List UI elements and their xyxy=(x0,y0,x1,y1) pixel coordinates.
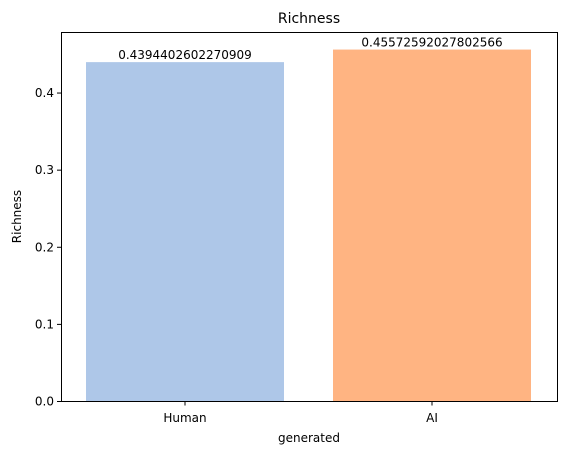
plot-frame xyxy=(61,32,558,402)
chart-title: Richness xyxy=(278,11,340,27)
y-tick-label: 0.3 xyxy=(35,163,54,177)
y-tick-label: 0.4 xyxy=(35,86,54,100)
bar-human xyxy=(86,62,284,401)
data-label-ai: 0.45572592027802566 xyxy=(361,36,502,50)
bar-ai xyxy=(333,49,531,402)
x-axis: Human AI xyxy=(163,401,438,425)
y-tick-label: 0.1 xyxy=(35,317,54,331)
y-axis-label: Richness xyxy=(10,190,24,243)
x-tick-label-ai: AI xyxy=(426,411,438,425)
y-tick-label: 0.2 xyxy=(35,240,54,254)
value-labels-layer: 0.4394402602270909 0.45572592027802566 xyxy=(118,36,502,63)
x-axis-label: generated xyxy=(278,431,340,445)
y-tick-label: 0.0 xyxy=(35,395,54,409)
bars-layer xyxy=(86,49,531,402)
data-label-human: 0.4394402602270909 xyxy=(118,48,252,62)
y-axis: 0.0 0.1 0.2 0.3 0.4 xyxy=(35,86,62,409)
x-tick-label-human: Human xyxy=(163,411,206,425)
